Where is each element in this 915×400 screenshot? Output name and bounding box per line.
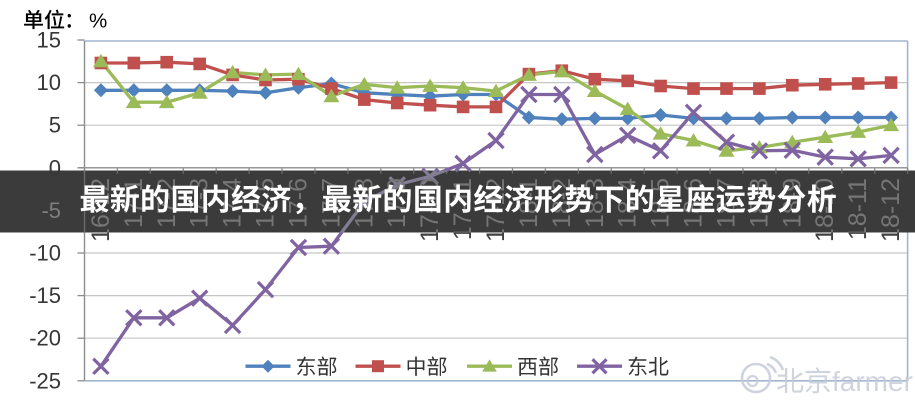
svg-text:farmer: farmer bbox=[832, 366, 913, 397]
svg-text:5: 5 bbox=[49, 113, 61, 138]
svg-text:%: % bbox=[89, 10, 107, 33]
svg-text:18-12: 18-12 bbox=[877, 178, 905, 242]
svg-text:-20: -20 bbox=[29, 326, 61, 351]
svg-text:15: 15 bbox=[37, 28, 61, 53]
svg-text:17-11: 17-11 bbox=[449, 178, 477, 240]
svg-text:10: 10 bbox=[37, 70, 61, 95]
svg-text:17-8: 17-8 bbox=[350, 178, 378, 228]
svg-text:-15: -15 bbox=[29, 283, 61, 308]
svg-text:-5: -5 bbox=[41, 198, 61, 223]
svg-text:-10: -10 bbox=[29, 241, 61, 266]
svg-text:18-9: 18-9 bbox=[778, 178, 806, 228]
svg-text:-25: -25 bbox=[29, 368, 61, 393]
svg-text:17-6: 17-6 bbox=[284, 178, 312, 228]
svg-text:18-11: 18-11 bbox=[844, 178, 872, 240]
svg-text:0: 0 bbox=[49, 155, 61, 180]
